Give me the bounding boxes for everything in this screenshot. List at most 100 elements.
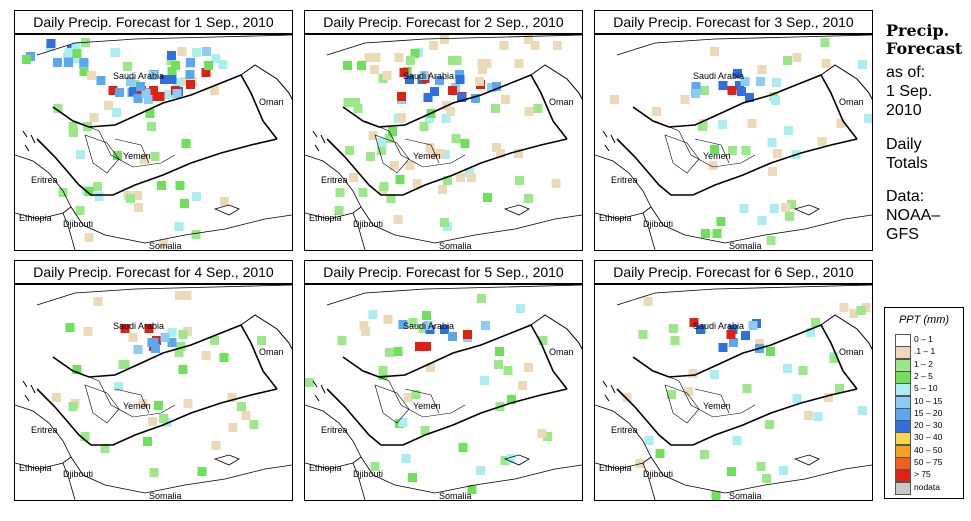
precip-cell <box>335 188 345 197</box>
precip-cell <box>425 114 434 123</box>
label-djibouti: Djibouti <box>353 469 383 479</box>
precip-cell <box>204 61 213 70</box>
legend-swatch <box>895 469 911 483</box>
precip-cell <box>192 48 201 57</box>
precip-cell <box>134 203 143 212</box>
precip-map: Saudi Arabia Oman Yemen Eritrea Ethiopia Djib… <box>14 34 293 251</box>
label-eritrea: Eritrea <box>611 175 638 185</box>
legend-swatch <box>895 432 911 446</box>
precip-cell <box>151 344 160 353</box>
precip-cell <box>211 441 221 450</box>
precip-cell <box>394 53 404 62</box>
panel-title: Daily Precip. Forecast for 3 Sep., 2010 <box>594 10 873 34</box>
precip-cell <box>345 146 354 155</box>
precip-cell <box>349 173 358 182</box>
precip-cell <box>858 60 867 69</box>
precip-cell <box>798 366 808 375</box>
precip-cell <box>638 330 648 339</box>
label-somalia: Somalia <box>149 491 182 500</box>
precip-cell <box>524 107 534 116</box>
precip-cell <box>524 35 533 44</box>
precip-cell <box>157 181 166 190</box>
precip-cell <box>435 76 444 85</box>
precip-cell <box>712 229 722 238</box>
precip-cell <box>128 333 138 342</box>
precip-cell <box>741 146 751 155</box>
legend-swatch <box>895 370 911 384</box>
precip-cell <box>364 53 374 62</box>
label-eritrea: Eritrea <box>611 425 638 435</box>
precip-cell <box>126 194 135 203</box>
precip-cell <box>167 338 177 347</box>
precip-cell <box>696 325 705 334</box>
precip-cell <box>75 206 85 215</box>
precip-cell <box>399 68 409 77</box>
precip-cell <box>779 466 788 475</box>
precip-cell <box>398 320 408 329</box>
legend-swatch <box>895 346 911 360</box>
precip-cell <box>667 390 676 399</box>
precip-cell <box>836 119 846 128</box>
precip-cell <box>448 56 457 65</box>
precip-cell <box>487 83 496 92</box>
precip-cell <box>482 59 492 68</box>
precip-cell <box>178 330 188 339</box>
precip-cell <box>104 101 113 110</box>
precip-cell <box>89 113 99 122</box>
precip-cell <box>757 65 767 74</box>
precip-cell <box>756 462 766 471</box>
precip-cell <box>856 306 866 315</box>
legend-item: 10 – 15 <box>895 395 961 409</box>
precip-cell <box>741 331 750 340</box>
precip-cell <box>149 468 159 477</box>
label-ethiopia: Ethiopia <box>19 213 52 223</box>
precip-cell <box>397 92 406 101</box>
precip-cell <box>747 119 757 128</box>
legend-swatch <box>895 444 911 458</box>
label-saudi-arabia: Saudi Arabia <box>693 321 744 331</box>
precip-cell <box>368 310 378 319</box>
totals-line2: Totals <box>886 155 928 172</box>
legend-title: PPT (mm) <box>898 314 950 326</box>
precip-cell <box>684 387 693 396</box>
precip-cell <box>480 376 489 385</box>
precip-cell <box>718 120 727 129</box>
precip-cell <box>178 365 188 374</box>
map-svg: Saudi Arabia Oman Yemen Eritrea Ethiopia Djib… <box>15 285 292 500</box>
precip-cell <box>728 146 737 155</box>
precip-cell <box>149 338 159 347</box>
precip-cell <box>829 354 839 363</box>
label-oman: Oman <box>549 97 574 107</box>
precip-cell <box>467 485 477 494</box>
precip-cell <box>422 311 431 320</box>
data-source-line3: GFS <box>886 226 919 243</box>
precip-cell <box>728 325 738 334</box>
precip-cell <box>64 48 74 57</box>
precip-cell <box>430 87 439 96</box>
precip-cell <box>160 333 170 342</box>
precip-cell <box>186 80 195 89</box>
precip-cell <box>379 182 389 191</box>
precip-cell <box>748 321 758 330</box>
precip-cell <box>680 95 690 104</box>
label-oman: Oman <box>549 347 574 357</box>
precip-cell <box>691 89 700 98</box>
legend-item: 30 – 40 <box>895 432 961 446</box>
precip-cell <box>191 230 201 239</box>
label-somalia: Somalia <box>729 491 762 500</box>
precip-cell <box>515 176 524 185</box>
precip-cell <box>404 393 413 402</box>
precip-cell <box>138 399 148 408</box>
forecast-panel: Daily Precip. Forecast for 1 Sep., 2010 S… <box>14 10 293 251</box>
label-djibouti: Djibouti <box>63 469 93 479</box>
legend-item: nodata <box>895 481 961 495</box>
precip-cell <box>770 204 779 213</box>
precip-cell <box>351 98 360 107</box>
legend-item: 5 – 10 <box>895 383 961 397</box>
precip-cell <box>406 56 415 65</box>
precip-cell <box>710 47 719 56</box>
precip-cell <box>771 96 780 105</box>
precip-cell <box>475 77 484 86</box>
precip-cell <box>249 420 259 429</box>
precip-cell <box>84 233 94 242</box>
